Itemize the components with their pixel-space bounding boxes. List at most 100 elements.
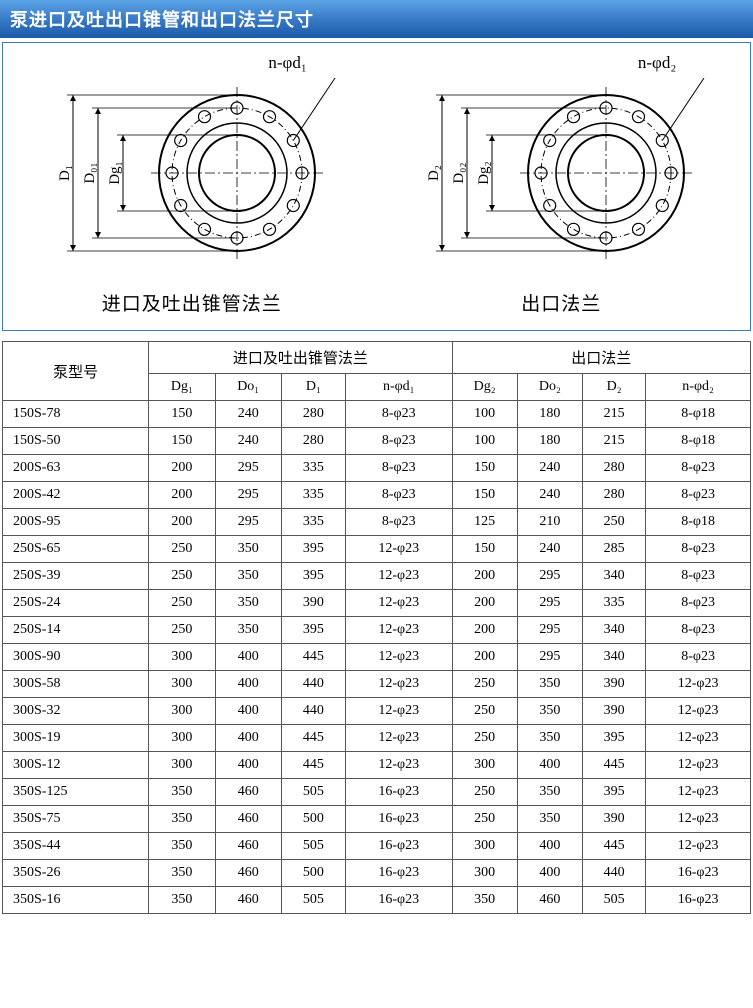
- cell-dg1: 250: [149, 536, 215, 563]
- cell-dg1: 250: [149, 617, 215, 644]
- col-n2: n-φd₂: [646, 374, 751, 401]
- cell-do2: 400: [517, 833, 582, 860]
- cell-do2: 180: [517, 428, 582, 455]
- cell-do1: 400: [215, 752, 281, 779]
- cell-d1: 395: [281, 617, 345, 644]
- cell-d1: 280: [281, 401, 345, 428]
- cell-n1: 12-φ23: [346, 752, 453, 779]
- cell-do2: 240: [517, 482, 582, 509]
- cell-model: 350S-125: [3, 779, 149, 806]
- cell-d2: 390: [583, 806, 646, 833]
- cell-dg2: 200: [452, 590, 517, 617]
- cell-do2: 350: [517, 698, 582, 725]
- cell-n2: 12-φ23: [646, 698, 751, 725]
- cell-dg2: 150: [452, 482, 517, 509]
- cell-model: 300S-90: [3, 644, 149, 671]
- cell-n2: 12-φ23: [646, 833, 751, 860]
- cell-dg2: 200: [452, 617, 517, 644]
- cell-dg1: 350: [149, 779, 215, 806]
- cell-dg2: 250: [452, 725, 517, 752]
- cell-model: 300S-58: [3, 671, 149, 698]
- cell-model: 350S-75: [3, 806, 149, 833]
- cell-d1: 505: [281, 779, 345, 806]
- caption-left: 进口及吐出锥管法兰: [37, 289, 347, 316]
- cell-d1: 335: [281, 482, 345, 509]
- cell-model: 200S-95: [3, 509, 149, 536]
- cell-n1: 8-φ23: [346, 482, 453, 509]
- cell-n2: 8-φ23: [646, 644, 751, 671]
- cell-dg1: 350: [149, 860, 215, 887]
- cell-d2: 280: [583, 455, 646, 482]
- cell-d2: 390: [583, 698, 646, 725]
- cell-do1: 295: [215, 455, 281, 482]
- cell-do2: 240: [517, 455, 582, 482]
- cell-model: 350S-44: [3, 833, 149, 860]
- cell-model: 250S-65: [3, 536, 149, 563]
- diagram-right: n-φd₂ D₂D₀₂Dg₂ 出口法兰: [406, 53, 716, 316]
- table-row: 350S-12535046050516-φ2325035039512-φ23: [3, 779, 751, 806]
- svg-text:Dg₁: Dg₁: [107, 161, 123, 185]
- cell-dg2: 300: [452, 752, 517, 779]
- cell-d2: 340: [583, 563, 646, 590]
- cell-do1: 460: [215, 887, 281, 914]
- cell-d2: 215: [583, 401, 646, 428]
- col-dg1: Dg₁: [149, 374, 215, 401]
- cell-d1: 395: [281, 563, 345, 590]
- cell-dg1: 250: [149, 590, 215, 617]
- cell-dg1: 350: [149, 806, 215, 833]
- cell-do1: 400: [215, 725, 281, 752]
- cell-dg2: 200: [452, 644, 517, 671]
- cell-do1: 460: [215, 779, 281, 806]
- cell-dg1: 300: [149, 752, 215, 779]
- nphi-label-left: n-φd₁: [37, 53, 347, 73]
- col-d2: D₂: [583, 374, 646, 401]
- cell-n2: 12-φ23: [646, 779, 751, 806]
- cell-dg2: 300: [452, 860, 517, 887]
- table-row: 300S-3230040044012-φ2325035039012-φ23: [3, 698, 751, 725]
- cell-d1: 445: [281, 725, 345, 752]
- cell-do1: 350: [215, 563, 281, 590]
- cell-do2: 350: [517, 725, 582, 752]
- cell-n1: 16-φ23: [346, 779, 453, 806]
- col-group2: 出口法兰: [452, 342, 751, 374]
- col-do1: Do₁: [215, 374, 281, 401]
- cell-do2: 295: [517, 617, 582, 644]
- cell-n2: 8-φ23: [646, 617, 751, 644]
- diagram-left: n-φd₁ D₁D₀₁Dg₁ 进口及吐出锥管法兰: [37, 53, 347, 316]
- cell-dg2: 250: [452, 806, 517, 833]
- cell-do1: 240: [215, 428, 281, 455]
- cell-n2: 8-φ23: [646, 482, 751, 509]
- cell-d1: 445: [281, 752, 345, 779]
- cell-d1: 505: [281, 887, 345, 914]
- cell-do2: 350: [517, 671, 582, 698]
- cell-do2: 180: [517, 401, 582, 428]
- cell-do1: 350: [215, 590, 281, 617]
- col-do2: Do₂: [517, 374, 582, 401]
- flange-right-svg: D₂D₀₂Dg₂: [406, 73, 716, 273]
- table-row: 300S-5830040044012-φ2325035039012-φ23: [3, 671, 751, 698]
- svg-text:D₁: D₁: [57, 165, 73, 181]
- caption-right: 出口法兰: [406, 289, 716, 316]
- cell-n1: 12-φ23: [346, 617, 453, 644]
- cell-d1: 440: [281, 698, 345, 725]
- table-row: 200S-952002953358-φ231252102508-φ18: [3, 509, 751, 536]
- table-row: 350S-1635046050516-φ2335046050516-φ23: [3, 887, 751, 914]
- cell-do1: 240: [215, 401, 281, 428]
- cell-n2: 12-φ23: [646, 671, 751, 698]
- cell-d1: 445: [281, 644, 345, 671]
- cell-n1: 8-φ23: [346, 509, 453, 536]
- svg-text:D₀₂: D₀₂: [451, 162, 467, 183]
- cell-model: 150S-78: [3, 401, 149, 428]
- cell-n1: 8-φ23: [346, 401, 453, 428]
- cell-model: 250S-39: [3, 563, 149, 590]
- cell-d1: 500: [281, 806, 345, 833]
- cell-d1: 505: [281, 833, 345, 860]
- cell-dg2: 350: [452, 887, 517, 914]
- cell-dg1: 300: [149, 698, 215, 725]
- page-title: 泵进口及吐出口锥管和出口法兰尺寸: [0, 0, 753, 38]
- cell-do1: 400: [215, 644, 281, 671]
- cell-model: 250S-24: [3, 590, 149, 617]
- cell-n2: 8-φ23: [646, 590, 751, 617]
- cell-dg2: 125: [452, 509, 517, 536]
- cell-dg2: 150: [452, 536, 517, 563]
